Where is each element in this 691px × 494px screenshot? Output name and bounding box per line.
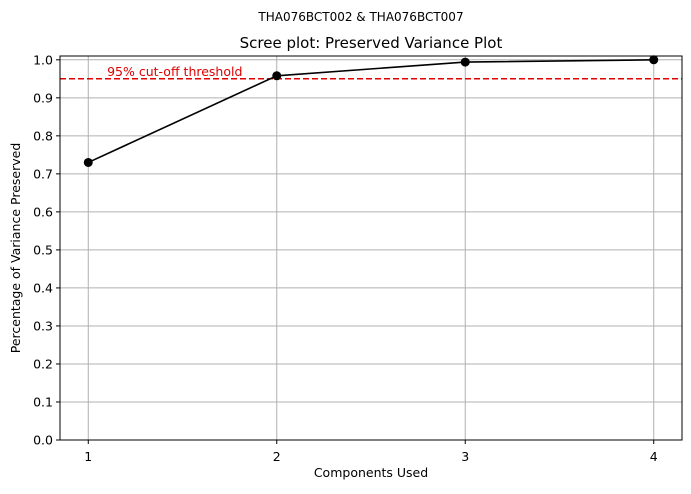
x-tick-label: 3 [461,449,469,464]
y-tick-label: 1.0 [33,52,53,67]
x-axis-ticks: 1 2 3 4 [84,440,658,464]
y-tick-label: 0.8 [33,128,53,143]
y-tick-label: 0.3 [33,318,53,333]
series-layer [83,55,659,167]
plot-frame [59,55,683,441]
grid-lines [60,56,682,441]
x-axis-label: Components Used [314,465,428,480]
chart-title: Scree plot: Preserved Variance Plot [240,34,503,52]
x-tick-label: 1 [84,449,92,464]
y-axis-ticks: 0.0 0.1 0.2 0.3 0.4 0.5 0.6 0.7 0.8 0.9 1.0 [33,52,60,448]
y-tick-label: 0.5 [33,242,53,257]
y-tick-label: 0.4 [33,280,53,295]
y-tick-label: 0.6 [33,204,53,219]
threshold-label: 95% cut-off threshold [107,64,242,79]
y-tick-label: 0.0 [33,433,53,448]
data-point [649,55,659,65]
data-point [83,157,93,167]
threshold-layer: 95% cut-off threshold [60,64,682,80]
y-tick-label: 0.1 [33,394,53,409]
y-tick-label: 0.7 [33,166,53,181]
x-tick-label: 2 [273,449,281,464]
data-point [272,71,282,81]
y-tick-label: 0.9 [33,90,53,105]
data-point [460,57,470,67]
x-tick-label: 4 [650,449,658,464]
y-tick-label: 0.2 [33,356,53,371]
series-line [87,59,654,164]
y-axis-label: Percentage of Variance Preserved [8,143,23,354]
chart-subtitle: THA076BCT002 & THA076BCT007 [257,10,463,24]
